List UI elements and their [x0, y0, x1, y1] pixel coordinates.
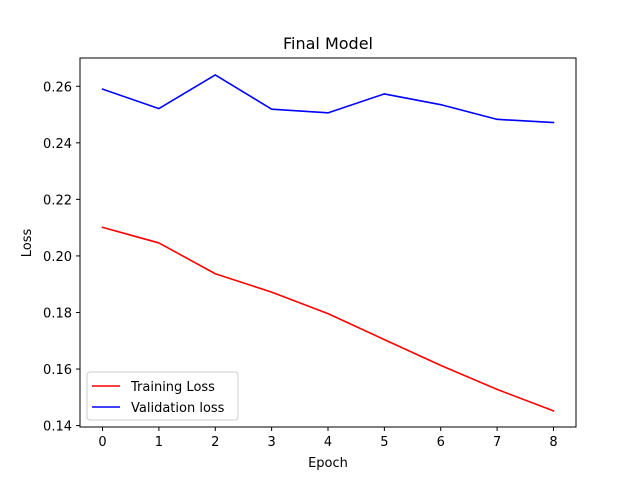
y-tick-label: 0.22: [43, 193, 72, 208]
legend-label: Training Loss: [130, 380, 215, 395]
x-tick-label: 4: [324, 435, 332, 450]
y-tick-label: 0.26: [43, 80, 72, 95]
series-line-training-loss: [101, 226, 555, 412]
x-tick-label: 5: [380, 435, 388, 450]
legend-box: [86, 371, 239, 421]
legend-label: Validation loss: [131, 401, 225, 416]
x-tick-label: 3: [267, 435, 275, 450]
plot-frame: [79, 57, 577, 428]
y-tick-label: 0.24: [43, 137, 72, 152]
x-tick-label: 0: [98, 435, 106, 450]
y-tick-label: 0.20: [43, 250, 72, 265]
y-axis-label: Loss: [20, 229, 35, 258]
chart-title: Final Model: [283, 34, 373, 53]
x-tick-label: 2: [211, 435, 219, 450]
x-tick-label: 7: [493, 435, 501, 450]
y-tick-label: 0.14: [43, 420, 72, 435]
y-tick-label: 0.16: [43, 363, 72, 378]
series-line-validation-loss: [101, 74, 555, 124]
x-axis-label: Epoch: [308, 456, 348, 471]
x-tick-label: 6: [437, 435, 445, 450]
y-tick-label: 0.18: [43, 306, 72, 321]
legend: Training Loss Validation loss: [86, 371, 239, 421]
x-tick-label: 8: [549, 435, 557, 450]
x-tick-label: 1: [155, 435, 163, 450]
axes-layer: 0 1 2 3 4 5 6 7 8 0.14 0.16 0.18 0.20 0.22 0.24 0.26: [43, 80, 558, 450]
series-layer: [101, 74, 555, 412]
